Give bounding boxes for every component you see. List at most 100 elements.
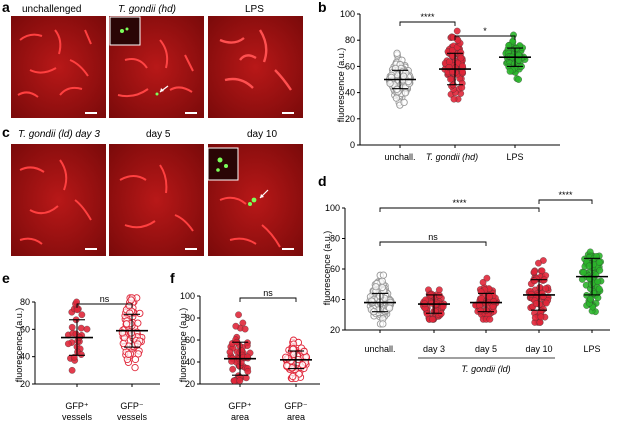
chart-e-ylabel: fluorescence (a.u.): [14, 308, 24, 383]
chart-b-y-tick-label: 100: [340, 9, 355, 19]
chart-b-significance-bracket: [399, 21, 456, 26]
chart-f-data-point: [236, 377, 244, 385]
chart-d-data-point: [372, 283, 380, 291]
chart-e-data-point: [134, 350, 142, 358]
chart-d-data-point: [477, 288, 485, 296]
chart-b-data-point: [393, 49, 401, 57]
chart-e-data-point: [134, 319, 142, 327]
chart-e-significance-bracket: [76, 303, 133, 308]
chart-f-data-point: [244, 368, 252, 375]
chart-b-data-point: [386, 79, 394, 88]
chart-f-ylabel: fluorescence (a.u.): [178, 308, 188, 383]
chart-d-data-point: [536, 319, 544, 326]
chart-b-data-point: [506, 68, 514, 75]
chart-e-data-point: [77, 351, 85, 358]
micrograph-day3: [11, 144, 106, 256]
micrograph-title-unchallenged: unchallenged: [22, 4, 82, 15]
micrograph-title-day5: day 5: [146, 129, 171, 140]
chart-b-data-point: [399, 72, 408, 80]
chart-d-data-point: [596, 267, 604, 274]
panel-letter-f: f: [170, 270, 175, 286]
chart-e-category-0-line2: vessels: [62, 412, 93, 422]
chart-b-significance-bracket: [454, 35, 516, 40]
chart-f: fluorescence (a.u.) GFP⁺ area GFP⁻ area …: [178, 288, 320, 422]
chart-d-data-point: [483, 274, 491, 282]
chart-e-y-tick-label: 40: [20, 352, 30, 362]
chart-d-category-2: day 5: [475, 344, 497, 354]
chart-e-data-point: [64, 340, 72, 348]
chart-f-y-tick-label: 40: [185, 357, 195, 367]
micrograph-title-lps: LPS: [245, 4, 264, 15]
chart-d-significance-label: ns: [428, 232, 438, 242]
chart-e-y-tick-label: 60: [20, 324, 30, 334]
chart-b: fluorescence (a.u.) unchall. T. gondii (…: [336, 9, 560, 162]
micrograph-title-tgondii-ld-day3: T. gondii (ld) day 3: [18, 129, 100, 140]
chart-d-data-point: [595, 258, 603, 266]
chart-d-y-tick-label: 60: [330, 264, 340, 274]
chart-b-data-point: [446, 58, 453, 66]
chart-b-data-point: [392, 94, 401, 102]
chart-d-category-1: day 3: [423, 344, 445, 354]
micrograph-unchallenged: [11, 16, 106, 118]
chart-d: fluorescence (a.u.) unchall. day 3 day 5…: [322, 190, 610, 374]
chart-f-data-point: [226, 348, 234, 356]
chart-d-data-point: [586, 295, 594, 303]
panel-letter-a: a: [2, 0, 10, 15]
chart-f-data-point: [230, 377, 238, 385]
chart-e-data-point: [68, 366, 76, 374]
chart-e-data-point: [119, 339, 127, 348]
chart-f-y-tick-label: 20: [185, 379, 195, 389]
chart-d-data-point: [479, 279, 487, 286]
chart-d-y-tick-label: 100: [325, 203, 340, 213]
chart-d-significance-bracket: [538, 199, 593, 204]
chart-e-y-tick-label: 20: [20, 379, 30, 389]
chart-f-data-point: [235, 311, 242, 319]
chart-f-significance-bracket: [239, 297, 297, 302]
chart-d-y-tick-label: 80: [330, 234, 340, 244]
chart-e-data-point: [78, 311, 86, 319]
chart-b-y-tick-label: 0: [350, 140, 355, 150]
chart-f-y-tick-label: 100: [180, 291, 195, 301]
micrograph-title-day10: day 10: [247, 129, 277, 140]
chart-d-data-point: [378, 283, 386, 292]
chart-b-data-point: [393, 85, 401, 93]
chart-d-category-0: unchall.: [364, 344, 395, 354]
chart-f-data-point: [283, 361, 291, 370]
chart-d-significance-label: ****: [558, 190, 573, 200]
chart-b-significance-label: ****: [420, 12, 435, 22]
chart-d-data-point: [531, 277, 538, 285]
micrograph-tgondii-hd: [109, 16, 204, 118]
chart-d-ylabel: fluorescence (a.u.): [322, 231, 332, 306]
chart-f-category-1-line1: GFP⁻: [284, 401, 308, 411]
chart-d-data-point: [542, 285, 550, 292]
chart-e-y-tick-label: 80: [20, 297, 30, 307]
chart-b-data-point: [450, 95, 458, 103]
chart-b-y-tick-label: 20: [345, 114, 355, 124]
chart-d-significance-label: ****: [452, 198, 467, 208]
panel-letter-b: b: [318, 0, 327, 15]
chart-b-ylabel: fluorescence (a.u.): [336, 48, 346, 123]
chart-d-category-3: day 10: [525, 344, 552, 354]
chart-e-data-point: [124, 350, 133, 358]
chart-b-data-point: [505, 42, 513, 49]
chart-f-data-point: [232, 322, 240, 330]
panel-letter-e: e: [2, 270, 10, 286]
micrograph-day10: [207, 144, 303, 256]
chart-e-data-point: [131, 355, 140, 364]
chart-d-data-point: [543, 299, 550, 307]
chart-b-data-point: [401, 89, 410, 97]
chart-b-data-point: [510, 31, 517, 39]
chart-f-data-point: [298, 361, 307, 369]
chart-e-data-point: [136, 309, 144, 318]
chart-d-data-point: [537, 313, 545, 321]
panel-letter-d: d: [318, 173, 327, 189]
chart-b-data-point: [457, 54, 465, 62]
micrograph-day5: [109, 144, 204, 256]
chart-e-data-point: [131, 363, 139, 372]
chart-d-category-4: LPS: [583, 344, 600, 354]
chart-d-data-point: [490, 298, 498, 305]
chart-b-data-point: [458, 84, 466, 92]
chart-d-data-point: [477, 307, 484, 315]
chart-f-data-point: [229, 365, 237, 373]
